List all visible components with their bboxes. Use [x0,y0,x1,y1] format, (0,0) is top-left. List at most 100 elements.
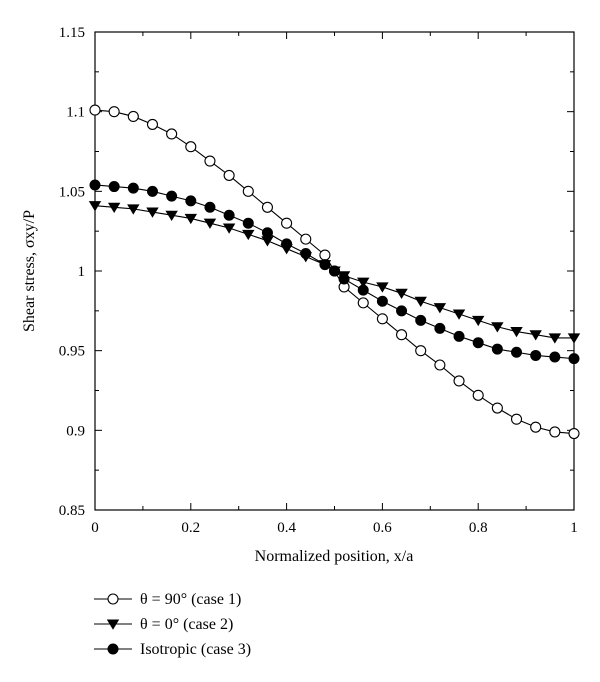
series-3-point [166,190,178,202]
series-2-point [395,288,408,300]
series-1-point [281,217,293,229]
series-3-point [453,330,465,342]
series-3-point [146,185,158,197]
series-2-point [529,330,542,341]
legend-marker [107,643,119,655]
series-3-point [376,295,388,307]
series-2-point [452,309,466,320]
legend-label: θ = 90° (case 1) [140,591,241,608]
series-2-point [510,327,523,338]
series-3 [89,179,580,365]
x-tick-label: 0 [91,520,99,536]
series-2-point [414,296,427,307]
series-layer [88,104,581,440]
series-2-point [184,213,198,225]
series-1-point [223,169,235,181]
series-3-point [338,273,350,285]
series-1-point [568,427,580,440]
series-3-point [415,314,427,326]
series-1-point [415,345,427,357]
y-tick-label: 0.95 [59,344,85,360]
series-2-point [471,315,485,327]
series-3-point [127,182,139,194]
series-2-point [548,333,562,344]
series-1-point [242,185,254,197]
axis-ticks [94,31,575,511]
series-3-point [434,322,446,334]
series-3-point [204,201,216,213]
y-tick-label: 1 [78,264,86,280]
series-1-point [453,375,465,387]
series-1-point [261,201,273,213]
legend-marker [106,619,120,630]
y-tick-label: 0.85 [59,503,85,519]
series-1-point [108,106,120,118]
series-2-point [146,207,159,218]
legend-label: θ = 0° (case 2) [140,616,233,633]
legend-marker [107,593,119,605]
series-3-point [185,195,197,207]
y-axis-label: Shear stress, σxy/P [21,210,38,332]
series-3-point [511,346,523,358]
series-1-point [300,233,312,245]
series-2-point [203,218,217,229]
x-tick-label: 1 [570,520,578,536]
legend-label: Isotropic (case 3) [140,641,251,658]
series-2-point [433,303,447,314]
y-tick-label: 0.9 [66,423,85,439]
series-3-point [568,353,580,365]
series-1-point [376,313,388,325]
series-3-point [281,238,293,250]
series-2-point [127,204,140,215]
series-3-point [396,305,408,317]
series-1 [89,104,580,440]
series-1-point [146,118,159,130]
series-1-point [510,413,523,425]
series-1-point [319,249,331,261]
x-tick-label: 0.2 [181,520,200,536]
series-1-point [549,426,561,438]
series-3-point [549,351,561,363]
y-tick-label: 1.1 [66,105,85,121]
series-3-point [357,284,369,296]
series-3-point [530,349,542,361]
y-tick-label: 1.05 [59,184,85,200]
x-tick-label: 0.6 [373,520,392,536]
series-2-point [567,333,581,344]
series-3-point [472,337,484,349]
x-axis-label: Normalized position, x/a [255,548,414,565]
series-2-point [107,202,121,213]
series-1-point [434,359,446,371]
series-1-point [396,329,408,341]
series-2-point [165,210,178,221]
x-tick-label: 0.4 [277,520,296,536]
series-3-point [108,181,120,193]
series-1-point [185,141,197,153]
legend: θ = 90° (case 1) θ = 0° (case 2) Isotropic… [94,591,251,658]
legend-item-1: θ = 90° (case 1) [94,591,241,608]
series-3-point [329,265,340,277]
series-1-point [357,297,369,309]
legend-item-3: Isotropic (case 3) [94,641,251,658]
series-2-point [491,322,504,333]
series-3-point [261,227,273,239]
series-1-point [472,389,484,401]
series-1-point [491,402,503,414]
tick-labels: 0 0.2 0.4 0.6 0.8 1 0.85 0.9 0.95 1 1.05 1.1 1.15 [59,25,578,536]
series-2-point [357,277,370,288]
series-2-point [242,229,255,241]
series-2-point [222,223,236,234]
y-tick-label: 1.15 [59,25,85,41]
series-2-point [376,282,389,293]
series-1-point [530,421,542,433]
series-1-point [127,110,139,122]
series-3-point [491,343,503,355]
series-3-point [223,209,235,221]
x-tick-label: 0.8 [469,520,488,536]
series-2-point [88,201,102,212]
series-1-point [89,104,101,116]
series-1-point [204,155,216,167]
series-3-point [242,217,254,229]
series-1-point [166,128,178,140]
